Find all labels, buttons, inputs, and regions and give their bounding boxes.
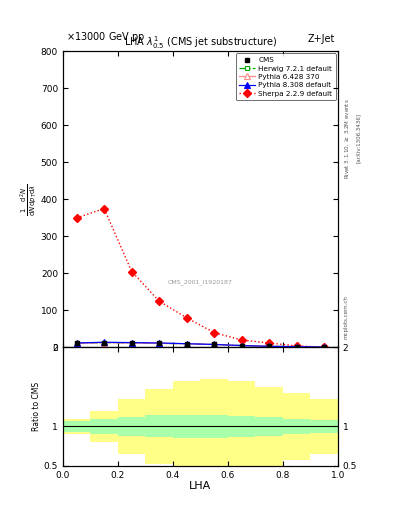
Sherpa 2.2.9 default [157,298,162,304]
Line: CMS: CMS [74,340,327,350]
CMS [184,340,189,347]
Sherpa 2.2.9 default [267,340,272,346]
Herwig 7.2.1 default [212,342,217,348]
Pythia 6.428 370 [157,340,162,347]
Sherpa 2.2.9 default [212,330,217,336]
CMS [239,343,244,349]
Sherpa 2.2.9 default [184,315,189,321]
Pythia 6.428 370 [294,344,299,350]
Sherpa 2.2.9 default [129,268,134,274]
Herwig 7.2.1 default [129,340,134,346]
CMS [294,344,299,350]
Pythia 6.428 370 [74,340,79,347]
Y-axis label: Ratio to CMS: Ratio to CMS [32,382,41,431]
Pythia 8.308 default [212,342,217,348]
Pythia 6.428 370 [239,343,244,349]
CMS [212,342,217,348]
Herwig 7.2.1 default [74,340,79,347]
CMS [267,343,272,349]
Pythia 8.308 default [74,340,79,346]
CMS [322,344,327,350]
Pythia 8.308 default [102,339,107,345]
CMS [74,340,79,346]
Line: Sherpa 2.2.9 default: Sherpa 2.2.9 default [74,206,327,350]
Y-axis label: $\frac{1}{\mathrm{d}N}\frac{\mathrm{d}^2N}{\mathrm{d}p_T\mathrm{d}\lambda}$: $\frac{1}{\mathrm{d}N}\frac{\mathrm{d}^2… [18,183,39,216]
CMS [129,340,134,346]
Sherpa 2.2.9 default [322,344,327,350]
Herwig 7.2.1 default [157,340,162,347]
Line: Herwig 7.2.1 default: Herwig 7.2.1 default [74,340,327,350]
Pythia 8.308 default [129,339,134,346]
Text: Rivet 3.1.10, $\geq$ 3.2M events: Rivet 3.1.10, $\geq$ 3.2M events [344,98,351,179]
Pythia 6.428 370 [102,339,107,346]
Text: Z+Jet: Z+Jet [308,34,335,44]
Sherpa 2.2.9 default [102,205,107,211]
Pythia 6.428 370 [322,344,327,350]
Pythia 6.428 370 [267,343,272,349]
Title: LHA $\lambda^{1}_{0.5}$ (CMS jet substructure): LHA $\lambda^{1}_{0.5}$ (CMS jet substru… [124,34,277,51]
Text: $\times$13000 GeV pp: $\times$13000 GeV pp [66,30,145,44]
Pythia 6.428 370 [129,340,134,346]
Sherpa 2.2.9 default [239,337,244,343]
CMS [102,339,107,346]
Herwig 7.2.1 default [184,340,189,347]
Text: mcplots.cern.ch: mcplots.cern.ch [344,295,349,339]
Herwig 7.2.1 default [322,344,327,350]
Text: CMS_2001_I1920187: CMS_2001_I1920187 [168,280,233,285]
X-axis label: LHA: LHA [189,481,211,491]
Line: Pythia 6.428 370: Pythia 6.428 370 [74,340,327,350]
Pythia 6.428 370 [184,340,189,347]
Herwig 7.2.1 default [239,343,244,349]
Pythia 6.428 370 [212,342,217,348]
CMS [157,340,162,347]
Herwig 7.2.1 default [102,339,107,346]
Line: Pythia 8.308 default: Pythia 8.308 default [74,339,327,350]
Sherpa 2.2.9 default [74,215,79,221]
Pythia 8.308 default [239,343,244,349]
Pythia 8.308 default [157,340,162,346]
Pythia 8.308 default [267,343,272,349]
Legend: CMS, Herwig 7.2.1 default, Pythia 6.428 370, Pythia 8.308 default, Sherpa 2.2.9 : CMS, Herwig 7.2.1 default, Pythia 6.428 … [236,53,336,100]
Text: [arXiv:1306.3436]: [arXiv:1306.3436] [356,113,361,163]
Herwig 7.2.1 default [294,344,299,350]
Pythia 8.308 default [184,340,189,347]
Pythia 8.308 default [322,344,327,350]
Herwig 7.2.1 default [267,343,272,349]
Sherpa 2.2.9 default [294,343,299,349]
Pythia 8.308 default [294,344,299,350]
